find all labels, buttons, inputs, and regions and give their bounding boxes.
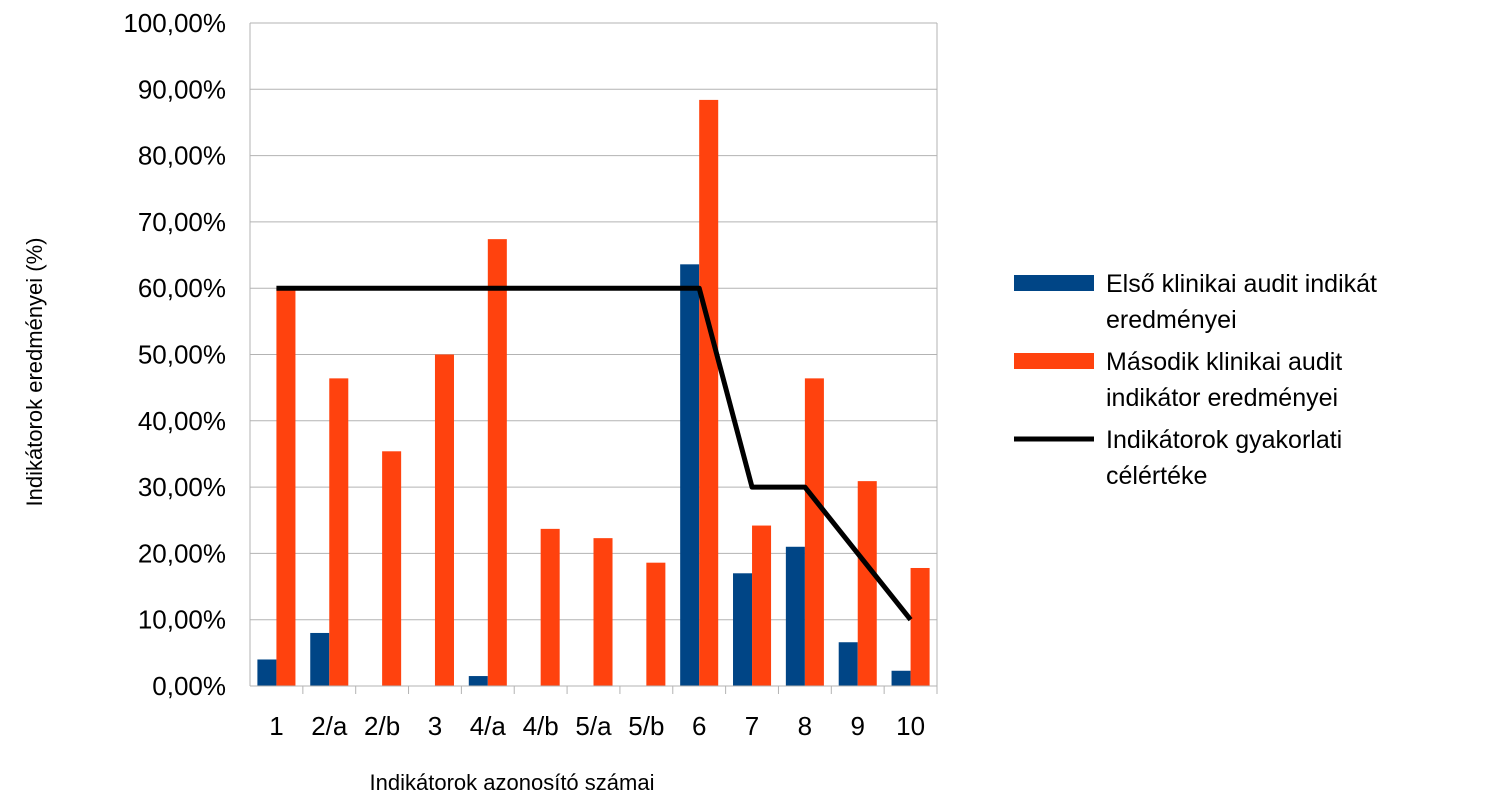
bar-series-1-7 (733, 573, 753, 686)
bar-series-2-1 (276, 288, 296, 686)
y-tick-label: 20,00% (138, 538, 226, 568)
axes (249, 23, 938, 687)
bar-series-2-6 (699, 99, 719, 686)
x-tick-label: 2/a (311, 711, 348, 741)
y-tick-label: 80,00% (138, 141, 226, 171)
y-tick-label: 100,00% (123, 8, 226, 38)
bar-series-2-4/b (540, 528, 560, 686)
x-tick-label: 3 (428, 711, 442, 741)
legend-label-3: Indikátorok gyakorlati (1106, 426, 1342, 454)
bar-series-1-10 (891, 670, 911, 686)
legend-label-2: Második klinikai audit (1106, 348, 1342, 376)
x-tick-label: 4/b (523, 711, 559, 741)
y-tick-label: 30,00% (138, 472, 226, 502)
grid-lines (250, 22, 938, 694)
legend-label-2: indikátor eredményei (1106, 384, 1338, 412)
legend: Első klinikai audit indikát eredményei Más… (1014, 270, 1377, 490)
bar-series-1-9 (838, 642, 858, 686)
y-tick-label: 40,00% (138, 406, 226, 436)
legend-label-1: Első klinikai audit indikát (1106, 270, 1377, 298)
bars (257, 99, 930, 686)
y-tick-label: 60,00% (138, 273, 226, 303)
y-axis-title: Indikátorok eredményei (%) (22, 237, 47, 506)
bar-series-2-4/a (487, 239, 507, 686)
x-tick-label: 8 (798, 711, 812, 741)
bar-series-1-8 (785, 546, 805, 686)
x-tick-label: 5/b (628, 711, 664, 741)
legend-label-1: eredményei (1106, 306, 1237, 334)
bar-series-2-5/a (593, 538, 613, 686)
x-tick-label: 1 (269, 711, 283, 741)
legend-label-3: célértéke (1106, 462, 1207, 490)
bar-series-2-7 (752, 525, 772, 686)
bar-series-2-2/a (329, 378, 349, 686)
x-tick-label: 10 (896, 711, 925, 741)
x-tick-label: 9 (850, 711, 864, 741)
y-tick-label: 10,00% (138, 605, 226, 635)
bar-series-2-2/b (382, 451, 402, 686)
y-tick-label: 90,00% (138, 74, 226, 104)
x-tick-label: 7 (745, 711, 759, 741)
bar-series-2-5/b (646, 562, 666, 686)
legend-swatch-1 (1014, 275, 1094, 291)
bar-series-2-10 (910, 567, 930, 686)
x-tick-label: 5/a (575, 711, 612, 741)
bar-series-1-6 (680, 264, 700, 686)
target-line (276, 285, 913, 622)
bar-series-1-4/a (468, 676, 488, 686)
x-tick-label: 4/a (470, 711, 507, 741)
bar-series-2-9 (857, 481, 877, 686)
x-axis-title: Indikátorok azonosító számai (370, 770, 655, 795)
bar-series-1-1 (257, 659, 277, 686)
y-tick-label: 50,00% (138, 340, 226, 370)
x-tick-labels: 1 2/a 2/b 3 4/a 4/b 5/a 5/b 6 7 8 9 10 (269, 711, 925, 741)
x-tick-label: 2/b (364, 711, 400, 741)
y-tick-label: 70,00% (138, 207, 226, 237)
target-line-group (276, 285, 913, 622)
bar-series-2-3 (434, 354, 454, 686)
legend-swatch-2 (1014, 353, 1094, 369)
y-tick-labels: 0,00% 10,00% 20,00% 30,00% 40,00% 50,00% 60,00… (123, 8, 226, 701)
bar-series-2-8 (804, 378, 824, 686)
y-tick-label: 0,00% (152, 671, 226, 701)
x-tick-label: 6 (692, 711, 706, 741)
bar-series-1-2/a (310, 632, 330, 686)
